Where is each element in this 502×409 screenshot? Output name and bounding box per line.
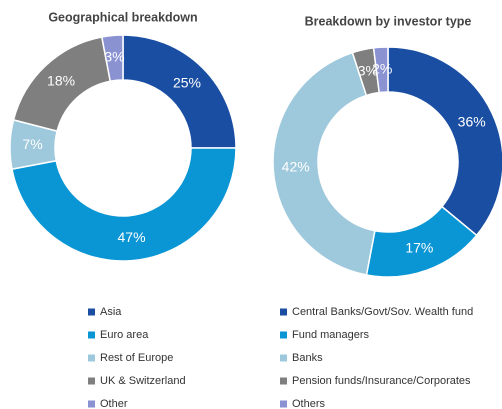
donut-slice [100,34,124,83]
slice-label: 17% [405,240,433,256]
legend-swatch [280,400,287,408]
donut-slice [372,46,389,94]
slice-label: 47% [118,229,146,245]
legend-label: Asia [100,306,122,318]
legend-swatch [88,377,95,385]
slice-label: 36% [458,113,486,129]
donut-slice [387,46,502,237]
legend-swatch [280,308,287,316]
legend-swatch [280,331,287,339]
slice-label: 42% [282,159,310,175]
legend-swatch [88,400,95,408]
legend-label: Pension funds/Insurance/Corporates [292,375,471,387]
legend-label: Central Banks/Govt/Sov. Wealth fund [292,306,473,318]
legend-label: Banks [292,352,323,364]
chart-title: Breakdown by investor type [305,14,472,28]
slice-label: 3% [358,62,378,78]
legend-swatch [88,308,95,316]
donut-slice [11,147,237,262]
legend-swatch [88,354,95,362]
legend-swatch [280,377,287,385]
legend-label: Fund managers [292,329,370,341]
chart-title: Geographical breakdown [48,10,197,24]
slice-label: 25% [173,75,201,91]
slice-label: 2% [372,60,392,76]
donut-slice [122,34,237,149]
legend-label: Euro area [100,329,149,341]
legend-label: Rest of Europe [100,352,173,364]
slice-label: 18% [47,73,75,89]
legend-label: Others [292,398,326,409]
legend-swatch [88,331,95,339]
legend-swatch [280,354,287,362]
legend-label: UK & Switzerland [100,375,186,387]
donut-slice [272,51,376,276]
slice-label: 3% [104,49,124,65]
legend-label: Other [100,398,128,409]
slice-label: 7% [22,136,42,152]
